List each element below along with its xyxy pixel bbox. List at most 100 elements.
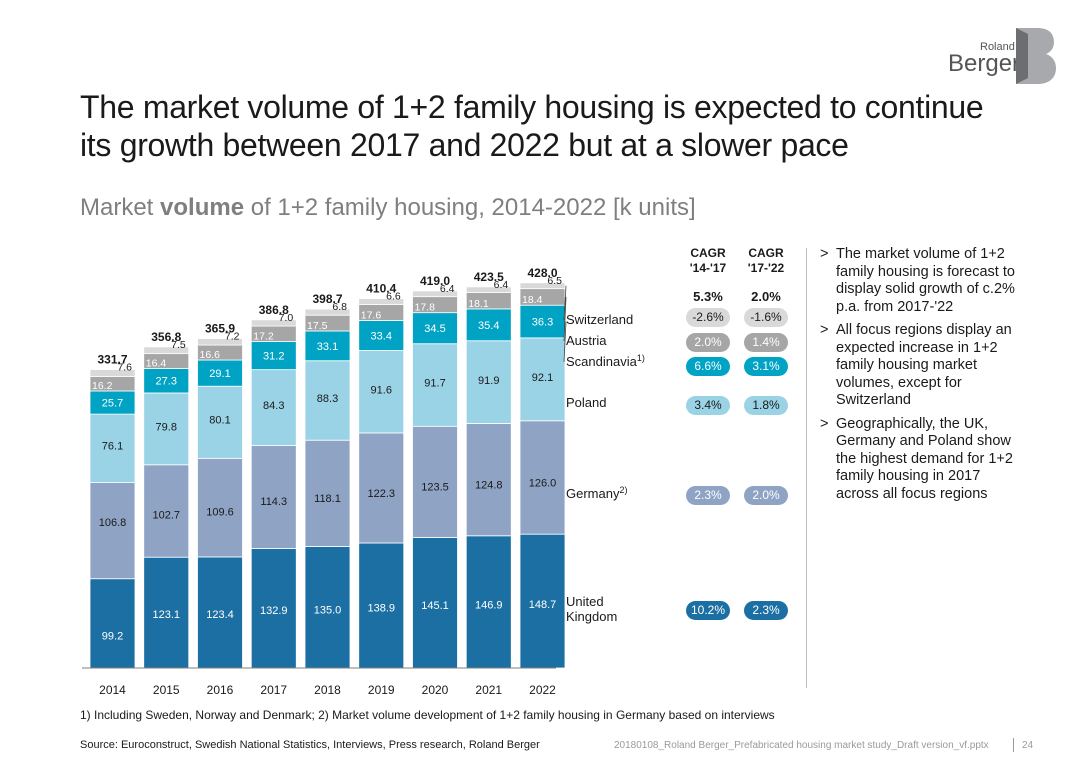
bar-scandinavia-2021	[465, 308, 512, 342]
bullet-text: Geographically, the UK, Germany and Pola…	[836, 415, 1013, 502]
cagr-header-14-17-line1: CAGR	[690, 246, 726, 260]
legend-footnote-marker: 1)	[637, 353, 645, 363]
cagr-uk-14-17: 10.2%	[686, 601, 730, 620]
data-label-scandinavia-2014: 25.7	[102, 398, 123, 410]
bar-germany-2019	[358, 432, 405, 544]
data-label-scandinavia-2018: 33.1	[317, 341, 338, 353]
legend-line: Switzerland	[566, 312, 633, 327]
total-label-2015: 356.8	[151, 330, 181, 344]
bar-switzerland-2016	[197, 338, 243, 346]
legend-footnote-marker: 2)	[619, 485, 627, 495]
data-label-switzerland-2014: 7.6	[117, 362, 132, 374]
x-tick-label-2016: 2016	[207, 683, 234, 697]
x-tick-label-2021: 2021	[475, 683, 502, 697]
data-label-germany-2020: 123.5	[421, 482, 449, 494]
bar-germany-2016	[197, 457, 243, 558]
chart-subtitle: Market volume of 1+2 family housing, 201…	[80, 194, 696, 222]
bullet-text: The market volume of 1+2 family housing …	[836, 246, 1015, 315]
bar-switzerland-2017	[250, 319, 297, 327]
data-label-germany-2014: 106.8	[99, 517, 127, 529]
data-label-united-kingdom-2014: 99.2	[102, 630, 123, 642]
data-label-united-kingdom-2019: 138.9	[367, 603, 395, 615]
bar-switzerland-2022	[519, 282, 566, 290]
total-label-2018: 398.7	[312, 292, 342, 306]
data-label-switzerland-2018: 6.8	[332, 301, 347, 313]
cagr-header-17-22: CAGR '17-'22	[738, 246, 794, 276]
bar-scandinavia-2015	[143, 367, 190, 394]
bar-poland-2017	[250, 369, 297, 446]
cagr-header-17-22-line1: CAGR	[748, 246, 784, 260]
bar-poland-2018	[304, 360, 351, 441]
legend-line: Germany	[566, 486, 620, 501]
bar-poland-2020	[412, 343, 458, 427]
data-label-poland-2020: 91.7	[424, 378, 445, 390]
cagr-germany-17-22: 2.0%	[744, 486, 788, 505]
bar-united-kingdom-2017	[250, 547, 297, 669]
data-label-switzerland-2016: 7.2	[225, 331, 240, 343]
x-tick-label-2022: 2022	[529, 683, 556, 697]
bar-scandinavia-2016	[197, 359, 243, 387]
data-label-poland-2019: 91.6	[371, 384, 392, 396]
cagr-scandinavia-14-17: 6.6%	[686, 357, 730, 376]
data-label-scandinavia-2015: 27.3	[156, 376, 177, 388]
cagr-switzerland-17-22: -1.6%	[744, 308, 788, 327]
data-label-scandinavia-2019: 33.4	[371, 330, 392, 342]
bar-scandinavia-2022	[519, 304, 566, 339]
data-label-austria-2021: 18.1	[468, 298, 489, 310]
source-note: Source: Euroconstruct, Swedish National …	[80, 739, 540, 751]
total-label-2019: 410.4	[366, 282, 396, 296]
bar-scandinavia-2020	[412, 312, 458, 345]
total-label-2021: 423.5	[474, 270, 504, 284]
total-label-2020: 419.0	[420, 274, 450, 288]
x-tick-label-2017: 2017	[260, 683, 287, 697]
bar-poland-2022	[519, 337, 566, 422]
data-label-germany-2021: 124.8	[475, 480, 503, 492]
legend-line: Scandinavia	[566, 354, 638, 369]
data-label-switzerland-2020: 6.4	[440, 283, 455, 295]
data-label-scandinavia-2022: 36.3	[532, 317, 553, 329]
data-label-austria-2018: 17.5	[307, 320, 328, 332]
x-tick-label-2015: 2015	[153, 683, 180, 697]
subtitle-post: of 1+2 family housing, 2014-2022 [k unit…	[244, 194, 696, 221]
bar-germany-2022	[519, 420, 566, 535]
data-label-poland-2021: 91.9	[478, 375, 499, 387]
data-label-switzerland-2017: 7.0	[279, 312, 294, 324]
footnote: 1) Including Sweden, Norway and Denmark;…	[80, 708, 775, 722]
data-label-austria-2019: 17.6	[361, 309, 382, 321]
logo-b-mark-icon	[1016, 28, 1056, 84]
page-number: 24	[1022, 740, 1034, 751]
bar-germany-2021	[465, 423, 512, 537]
cagr-germany-14-17: 2.3%	[686, 486, 730, 505]
data-label-scandinavia-2016: 29.1	[209, 368, 230, 380]
bullet-item: > All focus regions display an expected i…	[820, 322, 1020, 410]
data-label-austria-2022: 18.4	[522, 294, 543, 306]
subtitle-bold: volume	[160, 194, 245, 221]
bar-switzerland-2014	[89, 369, 136, 377]
bar-poland-2015	[143, 392, 190, 466]
data-label-switzerland-2021: 6.4	[494, 279, 509, 291]
bar-united-kingdom-2015	[143, 556, 190, 669]
data-label-united-kingdom-2017: 132.9	[260, 605, 288, 617]
data-label-germany-2019: 122.3	[367, 488, 395, 500]
data-label-austria-2015: 16.4	[146, 357, 167, 369]
legend-label-poland: Poland	[566, 395, 606, 410]
data-label-united-kingdom-2021: 146.9	[475, 600, 503, 612]
legend-line: United	[566, 594, 604, 609]
bar-poland-2016	[197, 385, 243, 459]
legend-label-austria: Austria	[566, 333, 607, 348]
total-label-2017: 386.8	[259, 303, 289, 317]
data-label-poland-2016: 80.1	[209, 415, 230, 427]
data-label-poland-2017: 84.3	[263, 400, 284, 412]
key-findings: > The market volume of 1+2 family housing…	[820, 246, 1020, 509]
cagr-scandinavia-17-22: 3.1%	[744, 357, 788, 376]
data-label-austria-2020: 17.8	[415, 302, 436, 314]
legend-leader-switzerland	[563, 285, 567, 321]
legend-leader-austria	[563, 296, 567, 342]
legend-label-germany: Germany2)	[566, 485, 627, 501]
cagr-total-17-22: 2.0%	[751, 289, 781, 304]
logo-line-2: Berger	[948, 50, 1021, 77]
data-label-scandinavia-2017: 31.2	[263, 351, 284, 363]
file-reference: 20180108_Roland Berger_Prefabricated hou…	[614, 740, 989, 751]
vertical-divider	[806, 248, 807, 688]
x-tick-label-2020: 2020	[422, 683, 449, 697]
